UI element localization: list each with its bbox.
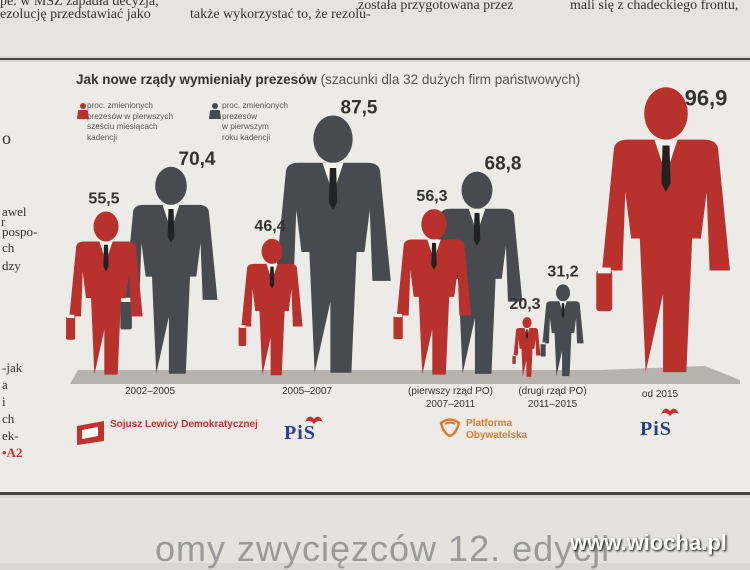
legend-red-line-2: prezesów w pierwszych xyxy=(87,111,173,121)
newspaper-bottom-strip xyxy=(0,498,750,563)
gray-figure xyxy=(270,115,391,373)
party-logo-pis-2: PiS xyxy=(640,408,700,444)
po-name: Platforma Obywatelska xyxy=(466,418,528,441)
gray-value-label: 31,2 xyxy=(547,263,578,280)
header-text-3: została przygotowana przez xyxy=(358,0,514,13)
sidebar-line: awel xyxy=(2,204,27,219)
chart-subtitle: (szacunki dla 32 dużych firm państwowych… xyxy=(320,72,581,87)
sidebar-line: i xyxy=(2,394,6,409)
red-figure xyxy=(66,211,143,375)
legend-red-line-3: sześciu miesiącach xyxy=(87,122,158,131)
gray-value-label: 87,5 xyxy=(341,98,378,119)
legend-gray-text: proc. zmienionych prezesów w pierwszym r… xyxy=(222,101,288,143)
header-divider xyxy=(0,58,750,60)
legend-gray-icon xyxy=(209,103,221,119)
red-value-label: 20,3 xyxy=(509,296,540,313)
sidebar-line: •A2 xyxy=(2,445,23,460)
legend-red-icon xyxy=(77,103,89,119)
sidebar-line: pospo- xyxy=(2,224,38,239)
sidebar-line: ek- xyxy=(2,428,19,443)
floor-platform xyxy=(70,366,740,384)
period-note-second-po: (drugi rząd PO) xyxy=(518,386,587,397)
sidebar-line: r xyxy=(1,214,6,229)
period-label-2005-2007: 2005–2007 xyxy=(281,386,333,397)
legend-red-line-1: proc. zmienionych xyxy=(87,101,153,110)
red-figure xyxy=(393,209,472,375)
bottom-divider xyxy=(0,492,750,495)
header-text-1: pe. w MSZ zapadła decyzja, xyxy=(0,0,159,9)
red-figure xyxy=(512,317,541,377)
legend-red-text: proc. zmienionych prezesów w pierwszych … xyxy=(87,101,173,143)
pis-name-1: PiS xyxy=(284,422,316,444)
sidebar-line: ch xyxy=(2,240,15,255)
red-value-label: 56,3 xyxy=(416,188,447,205)
eagle-icon xyxy=(305,416,323,424)
legend-gray-line-1: proc. zmienionych xyxy=(222,101,288,110)
red-figure xyxy=(238,238,303,376)
eagle-icon xyxy=(661,408,679,416)
legend-gray-line-2: prezesów xyxy=(222,111,258,121)
sidebar-line: a xyxy=(2,377,8,392)
header-text-4: mali się z chadeckiego frontu, xyxy=(570,0,739,13)
gray-value-label: 70,4 xyxy=(179,149,216,170)
gray-figure xyxy=(540,284,584,377)
red-value-label: 55,5 xyxy=(88,191,119,208)
gray-value-label: 68,8 xyxy=(485,154,522,175)
red-figure xyxy=(596,87,730,373)
chart-title: Jak nowe rządy wymieniały prezesów (szac… xyxy=(76,72,580,87)
header-text-2: także wykorzystać to, że rezolu- xyxy=(190,7,371,22)
sidebar-line: o xyxy=(2,128,11,148)
chart-title-bold: Jak nowe rządy wymieniały prezesów xyxy=(76,72,317,87)
period-label-od-2015: od 2015 xyxy=(641,389,679,400)
newspaper-top-strip: pe. w MSZ zapadła decyzja, ezolucję prze… xyxy=(0,0,750,56)
sidebar-line: dzy xyxy=(2,258,21,273)
sld-logo-icon xyxy=(77,421,104,445)
red-value-label: 96,9 xyxy=(685,85,728,110)
legend-gray-line-4: roku kadencji xyxy=(222,132,271,142)
sidebar-line: ch xyxy=(2,411,15,426)
watermark-text: www.wiocha.pl xyxy=(570,530,727,555)
period-label-2011-2015: 2011–2015 xyxy=(527,399,578,410)
bottom-headline: omy zwycięzców 12. edycji xyxy=(155,528,611,569)
legend-red-line-4: kadencji xyxy=(87,132,118,142)
red-value-label: 46,4 xyxy=(254,218,285,235)
period-label-2002-2005: 2002–2005 xyxy=(124,386,176,397)
legend-gray-line-3: w pierwszym xyxy=(222,122,269,131)
header-text-1b: ezolucję przedstawiać jako xyxy=(0,7,151,22)
party-logo-sld: Sojusz Lewicy Demokratycznej xyxy=(74,418,258,448)
party-logo-pis-1: PiS xyxy=(284,416,344,448)
sidebar-line: -jak xyxy=(2,360,23,375)
period-note-first-po: (pierwszy rząd PO) xyxy=(407,386,493,397)
party-logo-po: Platforma Obywatelska xyxy=(438,414,578,444)
sld-name: Sojusz Lewicy Demokratycznej xyxy=(110,419,258,430)
gray-figure xyxy=(120,166,218,374)
po-logo-icon xyxy=(439,418,461,438)
pis-name-2: PiS xyxy=(640,418,672,440)
period-label-2007-2011: 2007–2011 xyxy=(425,399,476,410)
